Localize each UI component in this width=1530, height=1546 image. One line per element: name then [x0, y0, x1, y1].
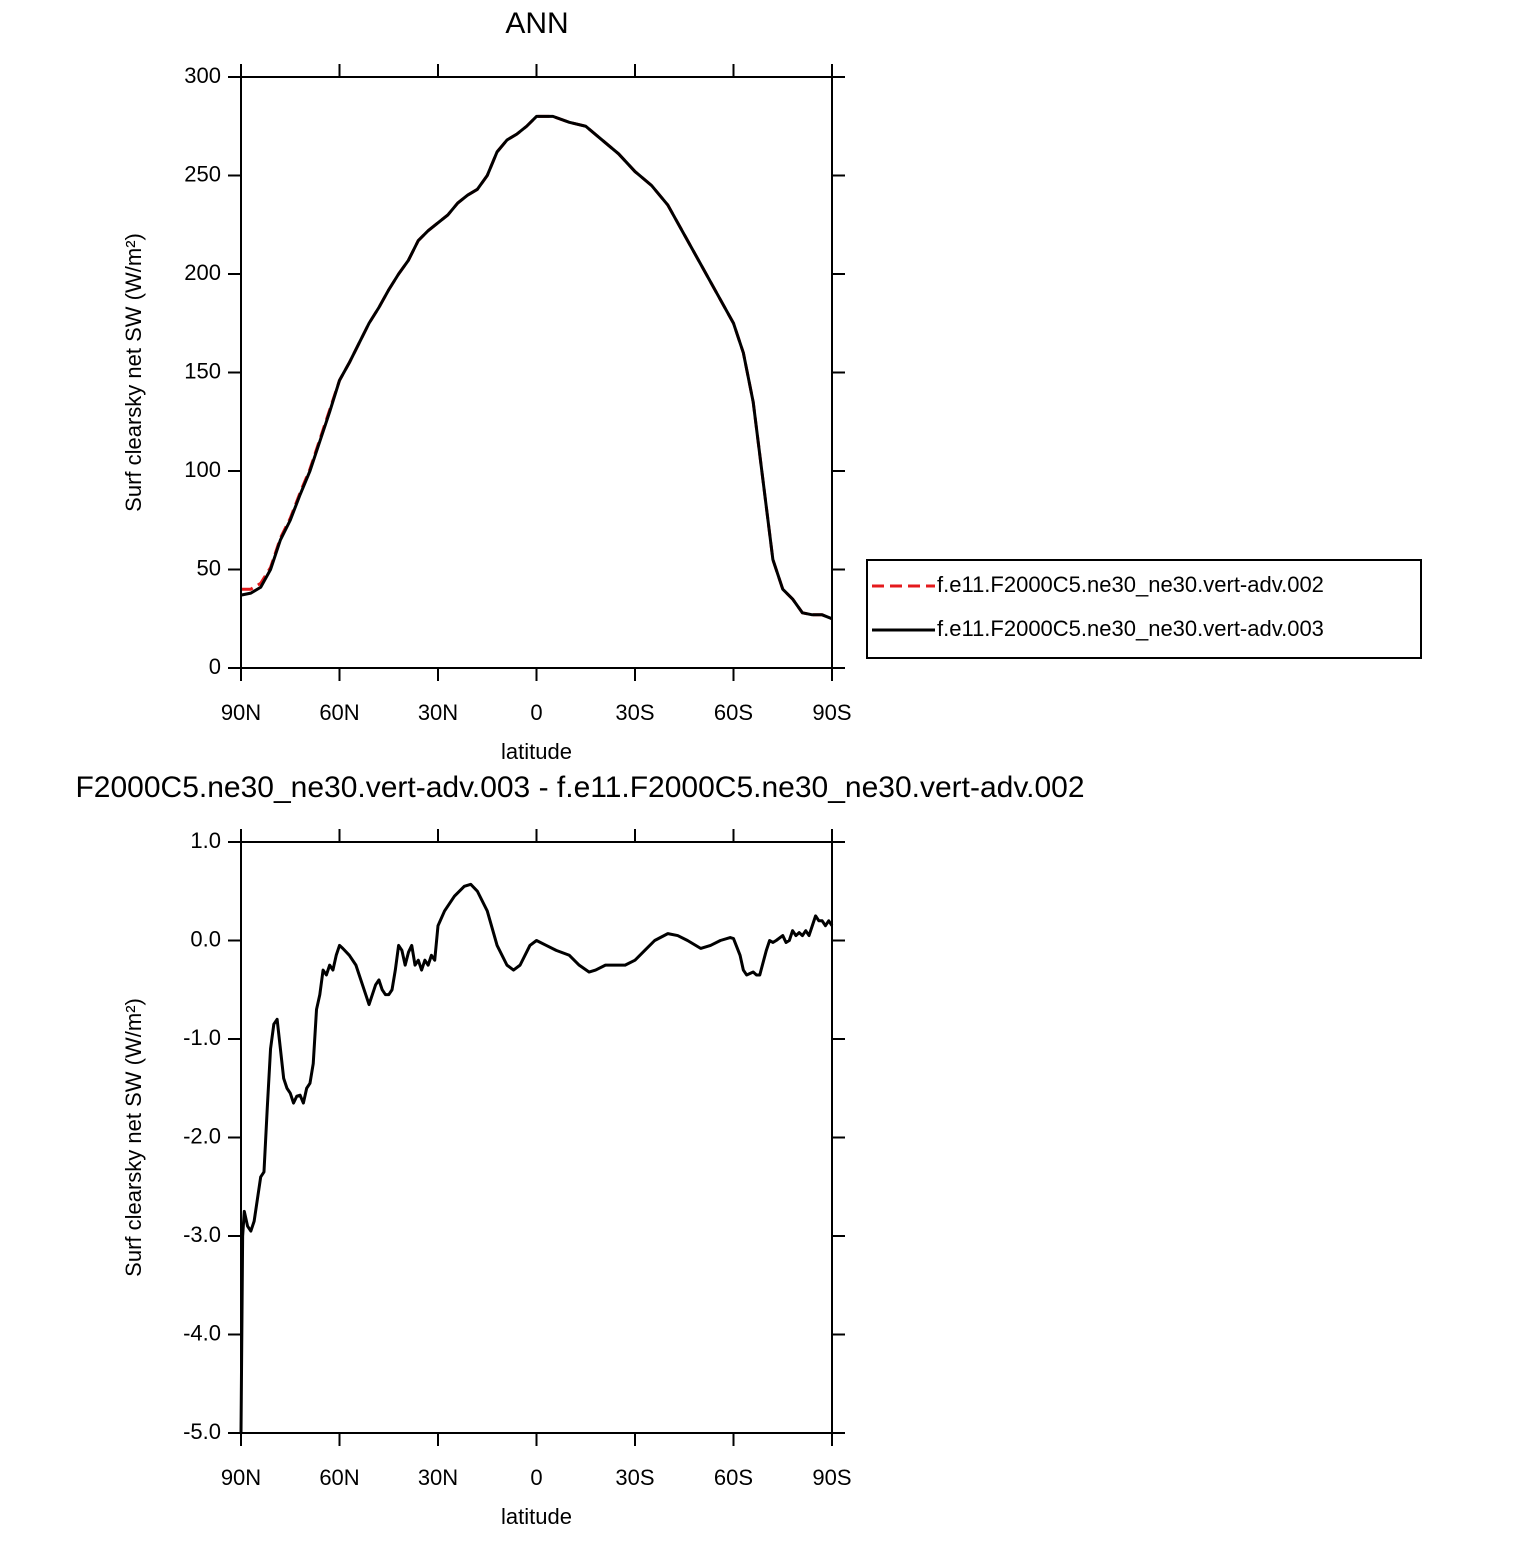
x-tick-label: 90S — [812, 700, 851, 725]
x-tick-label: 60N — [319, 700, 359, 725]
y-axis-label: Surf clearsky net SW (W/m²) — [121, 998, 146, 1277]
legend-label: f.e11.F2000C5.ne30_ne30.vert-adv.003 — [937, 616, 1324, 641]
x-tick-label: 30S — [615, 700, 654, 725]
y-tick-label: 1.0 — [190, 828, 221, 853]
x-tick-label: 90N — [221, 1465, 261, 1490]
data-line — [241, 114, 833, 621]
y-tick-label: -4.0 — [183, 1320, 221, 1345]
x-tick-label: 90S — [812, 1465, 851, 1490]
y-tick-label: 0.0 — [190, 926, 221, 951]
y-tick-label: -5.0 — [183, 1419, 221, 1444]
y-tick-label: 0 — [209, 654, 221, 679]
legend-label: f.e11.F2000C5.ne30_ne30.vert-adv.002 — [937, 572, 1324, 597]
x-tick-label: 0 — [530, 700, 542, 725]
x-tick-label: 0 — [530, 1465, 542, 1490]
data-line — [239, 882, 834, 1434]
x-tick-label: 30S — [615, 1465, 654, 1490]
y-tick-label: 300 — [184, 63, 221, 88]
x-tick-label: 30N — [418, 1465, 458, 1490]
y-tick-label: 150 — [184, 358, 221, 383]
chart-title: F2000C5.ne30_ne30.vert-adv.003 - f.e11.F… — [75, 771, 1084, 804]
x-tick-label: 60S — [714, 1465, 753, 1490]
legend-box — [866, 559, 1422, 659]
plot-frame — [240, 76, 833, 669]
y-tick-label: -1.0 — [183, 1025, 221, 1050]
y-tick-label: 200 — [184, 260, 221, 285]
x-tick-label: 60S — [714, 700, 753, 725]
y-axis-label: Surf clearsky net SW (W/m²) — [121, 233, 146, 512]
y-tick-label: 50 — [197, 555, 221, 580]
y-tick-label: -2.0 — [183, 1123, 221, 1148]
x-axis-label: latitude — [501, 739, 572, 764]
chart-title: ANN — [505, 7, 568, 40]
x-tick-label: 30N — [418, 700, 458, 725]
y-tick-label: 250 — [184, 161, 221, 186]
data-line — [240, 114, 833, 621]
y-tick-label: 100 — [184, 457, 221, 482]
x-tick-label: 60N — [319, 1465, 359, 1490]
x-axis-label: latitude — [501, 1504, 572, 1529]
x-tick-label: 90N — [221, 700, 261, 725]
plot-frame — [240, 841, 833, 1434]
y-tick-label: -3.0 — [183, 1222, 221, 1247]
